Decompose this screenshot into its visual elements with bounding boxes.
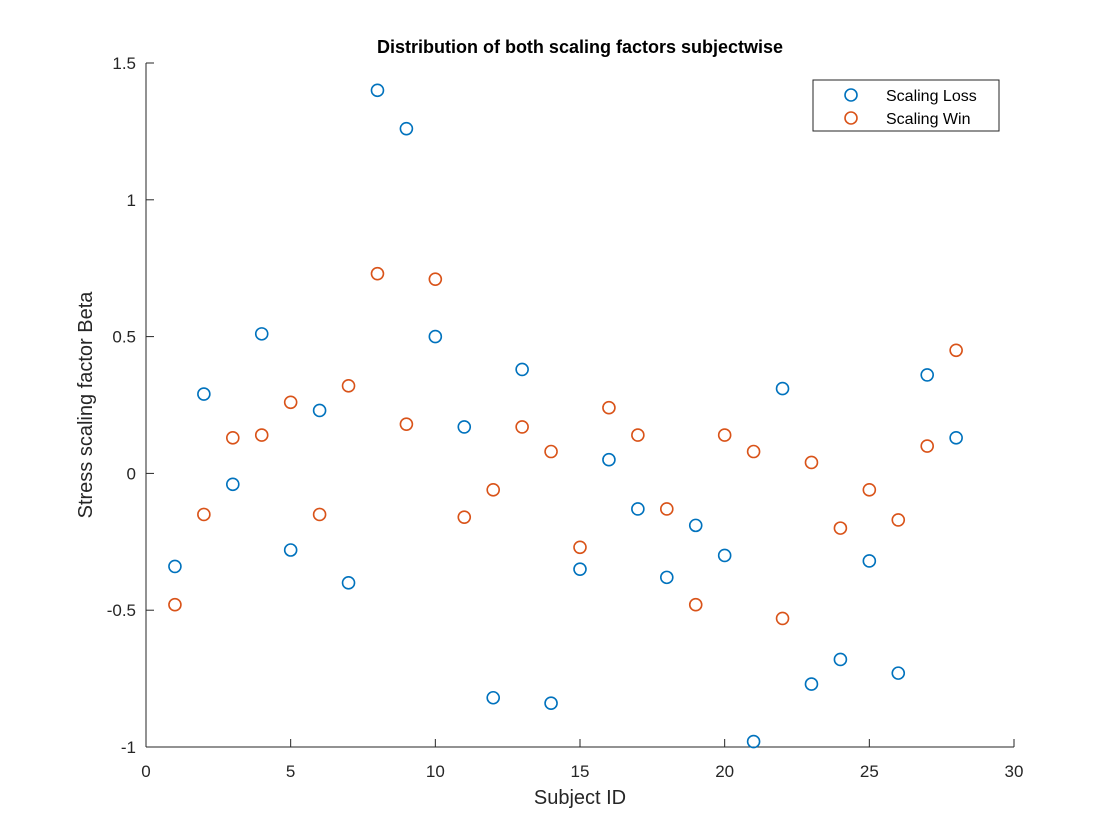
y-tick-label: -0.5 [107,601,136,620]
x-tick-label: 5 [286,762,295,781]
data-point-scaling-win [486,483,501,497]
data-point-scaling-win [833,521,848,535]
data-point-scaling-win [949,343,963,358]
data-point-scaling-win [399,417,414,431]
data-point-scaling-win [226,431,240,445]
data-point-scaling-loss [515,362,529,377]
data-point-scaling-loss [312,403,327,418]
data-point-scaling-win [370,266,385,281]
data-point-scaling-win [428,272,443,286]
x-tick-label: 15 [571,762,590,781]
data-point-scaling-win [746,444,761,459]
data-point-scaling-loss [428,329,443,344]
data-point-scaling-win [515,420,529,434]
legend: Scaling Loss Scaling Win [812,79,1000,132]
data-point-scaling-loss [486,690,501,705]
data-point-scaling-win [283,395,298,410]
data-point-scaling-win [168,597,182,612]
data-point-scaling-win [688,597,703,612]
data-point-scaling-loss [602,452,616,467]
x-tick-label: 0 [141,762,150,781]
y-tick-label: 1.5 [112,54,136,73]
data-point-scaling-win [341,379,356,393]
data-point-scaling-win [312,507,327,522]
data-point-scaling-win [544,444,558,459]
data-point-scaling-win [457,510,472,524]
data-point-scaling-loss [717,548,732,563]
data-point-scaling-loss [949,431,963,445]
data-point-scaling-loss [659,570,674,585]
data-point-scaling-loss [254,327,269,341]
data-point-scaling-win [659,502,674,516]
data-point-scaling-win [891,513,906,527]
x-tick-label: 25 [860,762,879,781]
legend-label-scaling-win: Scaling Win [886,111,970,128]
data-point-scaling-loss [197,387,211,401]
data-point-scaling-loss [370,83,385,98]
data-point-scaling-loss [631,502,645,516]
legend-label-scaling-loss: Scaling Loss [886,88,977,105]
data-point-scaling-loss [168,559,182,574]
y-tick-label: 1 [127,191,136,210]
data-point-scaling-loss [891,666,906,680]
x-tick-label: 20 [715,762,734,781]
data-point-scaling-loss [544,696,558,711]
data-point-scaling-win [920,439,935,453]
data-point-scaling-loss [226,477,240,492]
data-point-scaling-loss [775,381,790,396]
data-point-scaling-win [862,483,877,497]
x-tick-label: 10 [426,762,445,781]
data-point-scaling-win [254,428,269,442]
legend-marker-scaling-loss [844,88,858,102]
y-tick-label: 0.5 [112,328,136,347]
data-point-scaling-loss [399,121,414,136]
x-ticks: 0 5 10 15 20 25 30 [141,739,1023,781]
data-point-scaling-win [775,611,790,626]
data-point-scaling-loss [746,734,761,749]
data-point-scaling-loss [833,652,848,667]
data-point-scaling-loss [862,554,877,568]
data-series [168,83,963,749]
y-ticks: -1 -0.5 0 0.5 1 1.5 [107,54,154,757]
chart-title: Distribution of both scaling factors sub… [377,37,783,57]
legend-box [812,79,1000,132]
y-tick-label: 0 [127,464,136,483]
x-tick-label: 30 [1005,762,1024,781]
data-point-scaling-win [602,400,616,415]
data-point-scaling-loss [688,518,703,533]
series-scaling-win [168,266,963,626]
data-point-scaling-win [573,540,587,555]
data-point-scaling-win [804,455,819,470]
data-point-scaling-win [631,428,645,442]
data-point-scaling-loss [573,562,587,576]
data-point-scaling-loss [283,543,298,557]
y-tick-label: -1 [121,738,136,757]
series-scaling-loss [168,83,963,749]
x-axis-label: Subject ID [534,787,626,809]
data-point-scaling-loss [920,368,935,382]
data-point-scaling-win [197,507,211,522]
legend-marker-scaling-win [844,111,858,125]
data-point-scaling-loss [804,677,819,691]
data-point-scaling-win [717,428,732,442]
y-axis-label: Stress scaling factor Beta [75,291,97,519]
data-point-scaling-loss [341,576,356,590]
data-point-scaling-loss [457,420,472,434]
